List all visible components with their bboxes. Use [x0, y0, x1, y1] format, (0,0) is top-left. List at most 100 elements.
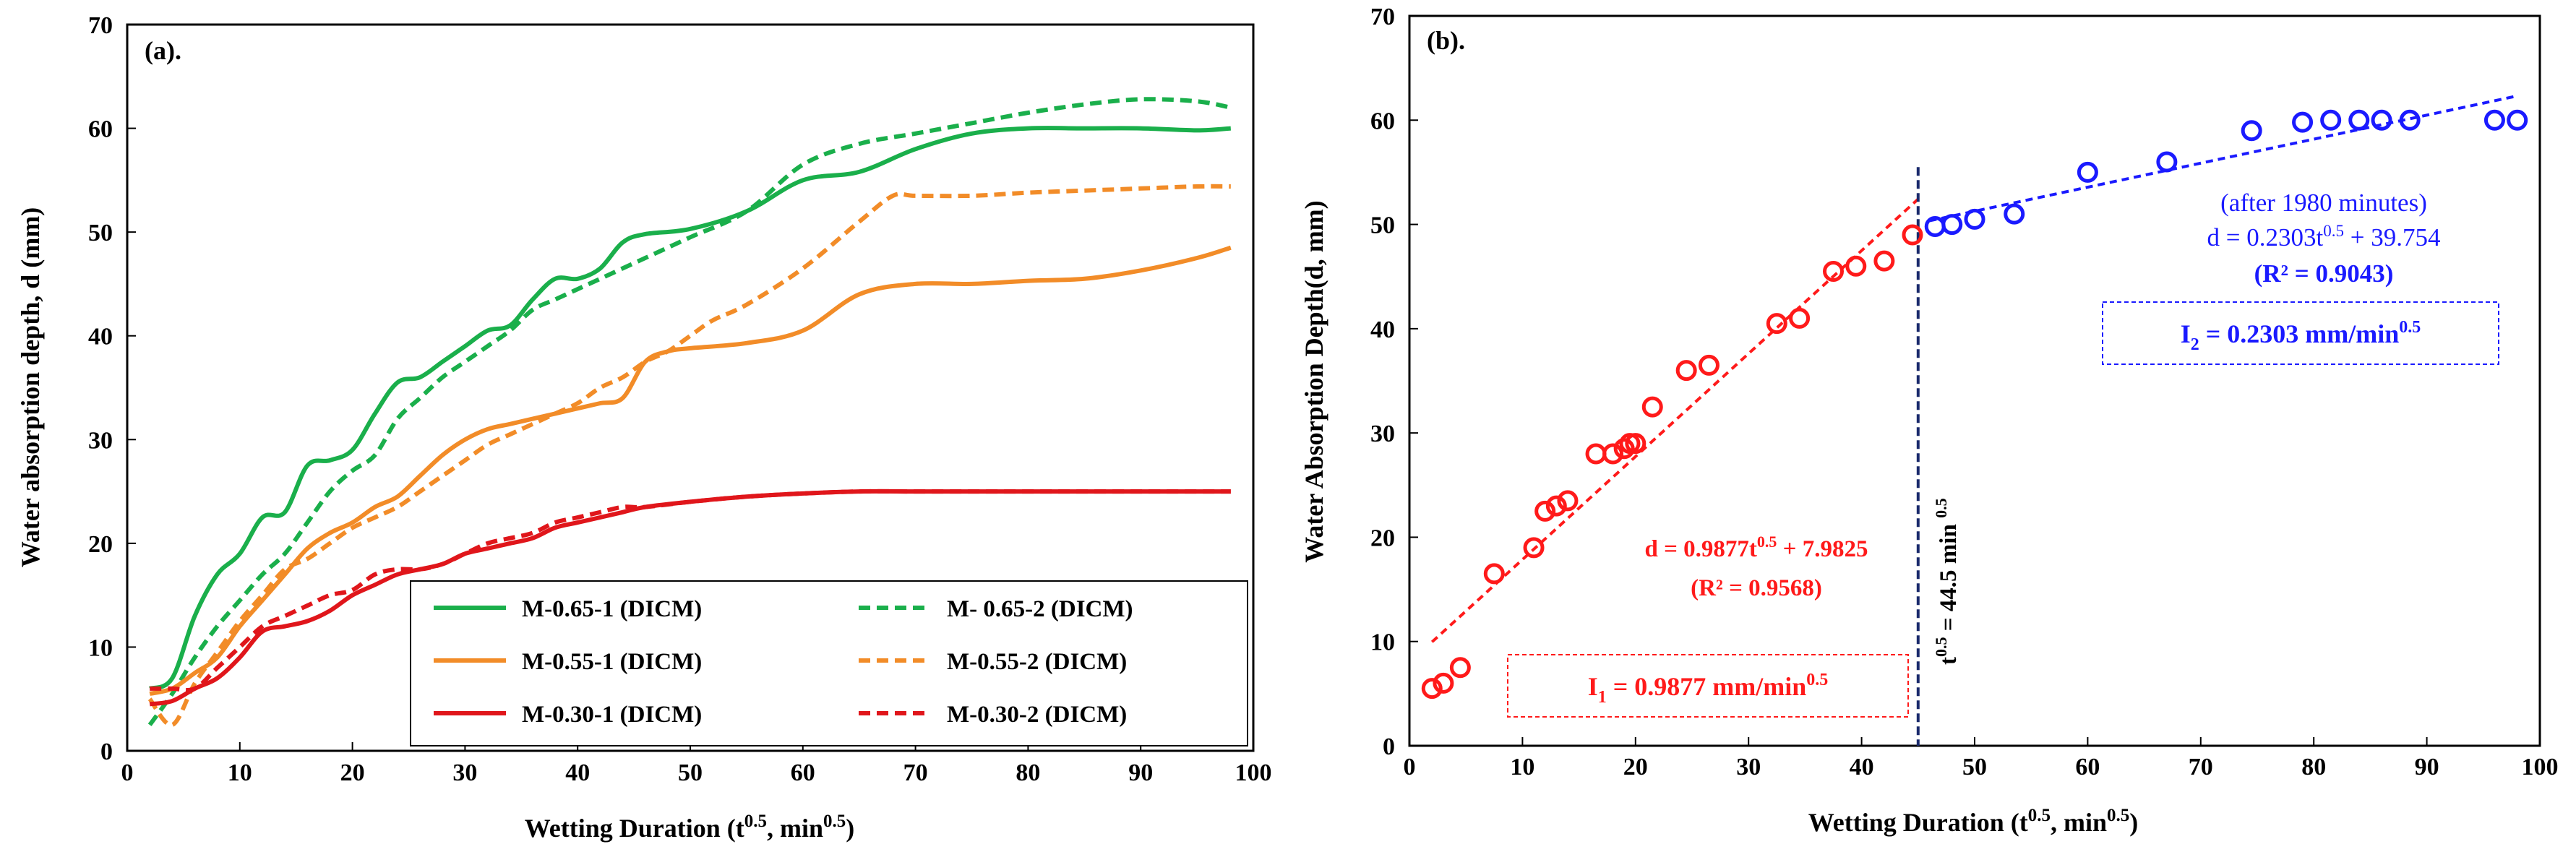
panel-a-x-tick-label: 80: [1016, 759, 1040, 786]
fit-equation-1: d = 0.9877t0.5 + 7.9825: [1645, 533, 1868, 562]
panel-b-plot-frame: [1408, 14, 2541, 747]
legend-label-5: M-0.30-1 (DICM): [522, 702, 702, 728]
panel-b-x-tick-label: 100: [2522, 754, 2559, 780]
i1-sub: 1: [1598, 688, 1607, 707]
panel-a-x-tick-label: 30: [452, 759, 477, 786]
legend-label-1: M-0.65-1 (DICM): [522, 596, 702, 622]
panel-a-y-tick-label: 10: [88, 634, 113, 661]
panel-b-xlabel-sup2: 0.5: [2107, 806, 2129, 825]
legend-label-2: M- 0.65-2 (DICM): [947, 596, 1133, 622]
panel-b-x-tick-label: 60: [2075, 754, 2100, 780]
i2-box: [2102, 301, 2499, 365]
panel-b-y-tick-label: 10: [1370, 629, 1395, 656]
data-point-1: [1523, 537, 1545, 559]
panel-b-y-tick-label: 50: [1370, 212, 1395, 239]
data-point-1: [1585, 443, 1607, 465]
series-line-1: [148, 126, 1232, 691]
data-point-1: [1483, 563, 1505, 585]
fit-note-2: (after 1980 minutes): [2220, 189, 2427, 217]
eq1-prefix: d = 0.9877t: [1645, 536, 1757, 562]
i2-mid: = 0.2303 mm/min: [2199, 319, 2400, 348]
panel-b: 0 10 20 30 40 50 60 70 80 90 100 0 10 20 30 40 50 60 70 (b…: [1300, 4, 2559, 837]
data-point-1: [1641, 396, 1663, 418]
panel-b-x-tick-label: 70: [2189, 754, 2213, 780]
data-point-2: [2483, 109, 2505, 131]
panel-b-y-tick-label: 40: [1370, 317, 1395, 343]
panel-a-y-tick-label: 40: [88, 324, 113, 350]
vline-prefix: t: [1936, 657, 1962, 665]
data-point-2: [2371, 109, 2392, 131]
data-point-1: [1534, 500, 1556, 522]
legend-label-3: M-0.55-1 (DICM): [522, 649, 702, 675]
panel-a-x-tick-label: 60: [791, 759, 815, 786]
panel-a-x-tick-label: 90: [1128, 759, 1153, 786]
data-point-1: [1675, 360, 1697, 382]
panel-a-x-axis-title: Wetting Duration (t0.5, min0.5): [525, 812, 855, 843]
panel-a-y-tick-label: 50: [88, 220, 113, 246]
panel-a-x-tick-label: 0: [121, 759, 134, 786]
panel-b-x-axis-title: Wetting Duration (t0.5, min0.5): [1808, 806, 2139, 837]
panel-a-xlabel-sup: 0.5: [744, 812, 767, 831]
panel-a-x-tick-label: 50: [678, 759, 703, 786]
legend-label-4: M-0.55-2 (DICM): [947, 649, 1127, 675]
series-line-4: [147, 184, 1231, 728]
panel-b-x-tick-label: 50: [1962, 754, 1987, 780]
legend-box: [410, 580, 1248, 746]
panel-b-y-tick-label: 0: [1383, 733, 1395, 760]
panel-a-x-tick-label: 100: [1235, 759, 1272, 786]
data-point-1: [1789, 307, 1811, 329]
panel-a-y-tick-label: 60: [88, 116, 113, 143]
panel-b-xlabel-end: ): [2129, 808, 2138, 837]
panel-b-x-tick-label: 40: [1850, 754, 1874, 780]
panel-b-x-tick-label: 10: [1510, 754, 1534, 780]
r-squared-1: (R² = 0.9568): [1691, 575, 1822, 601]
data-point-1: [1845, 255, 1867, 277]
data-point-2: [2507, 109, 2528, 131]
i1-mid: = 0.9877 mm/min: [1607, 672, 1807, 701]
panel-a-y-tick-label: 20: [88, 531, 113, 558]
eq2-suffix: + 39.754: [2344, 223, 2441, 251]
data-point-1: [1433, 672, 1454, 694]
panel-b-x-tick-label: 80: [2301, 754, 2326, 780]
data-point-1: [1823, 261, 1844, 282]
r-squared-2: (R² = 0.9043): [2254, 259, 2394, 288]
i2-prefix: I: [2181, 319, 2191, 348]
panel-b-series: [1421, 94, 2528, 746]
data-point-1: [1698, 354, 1720, 376]
panel-a-ticks: 0 10 20 30 40 50 60 70 80 90 100 0 10 20 30 40 50 60 70: [88, 12, 1272, 786]
data-point-2: [2292, 111, 2314, 133]
panel-a-xlabel-sup2: 0.5: [823, 812, 846, 831]
panel-a-x-tick-label: 40: [565, 759, 590, 786]
panel-b-x-tick-label: 30: [1736, 754, 1761, 780]
data-point-1: [1557, 490, 1579, 512]
i1-prefix: I: [1588, 672, 1598, 701]
data-point-2: [2241, 120, 2262, 142]
vline-sup: 0.5: [1932, 637, 1950, 658]
data-point-2: [2077, 161, 2098, 183]
legend-label-6: M-0.30-2 (DICM): [947, 702, 1127, 728]
vline-sup2: 0.5: [1932, 498, 1950, 518]
series-line-3: [149, 245, 1232, 696]
panel-b-label: (b).: [1427, 26, 1465, 55]
fit-line-1: [1430, 198, 1920, 643]
panel-a-x-tick-label: 20: [340, 759, 365, 786]
data-point-2: [1941, 214, 1963, 236]
data-point-1: [1545, 495, 1567, 517]
panel-b-xlabel-sup: 0.5: [2028, 806, 2051, 825]
data-point-1: [1902, 224, 1923, 246]
eq1-suffix: + 7.9825: [1777, 536, 1868, 562]
panel-a-x-tick-label: 70: [903, 759, 928, 786]
panel-b-y-tick-label: 60: [1370, 108, 1395, 134]
panel-b-y-tick-label: 20: [1370, 525, 1395, 551]
data-point-1: [1625, 433, 1647, 455]
panel-a-y-axis-title: Water absorption depth, d (mm): [16, 207, 45, 567]
panel-a-label: (a).: [145, 36, 181, 65]
data-point-2: [2399, 109, 2421, 131]
fit-line-2: [1929, 94, 2518, 223]
i2-label: I2 = 0.2303 mm/min0.5: [2181, 318, 2421, 354]
series-line-2: [147, 97, 1232, 726]
data-point-2: [2348, 109, 2370, 131]
panel-b-xlabel-part: Wetting Duration (t: [1808, 808, 2028, 837]
panel-a-series: [147, 97, 1232, 728]
